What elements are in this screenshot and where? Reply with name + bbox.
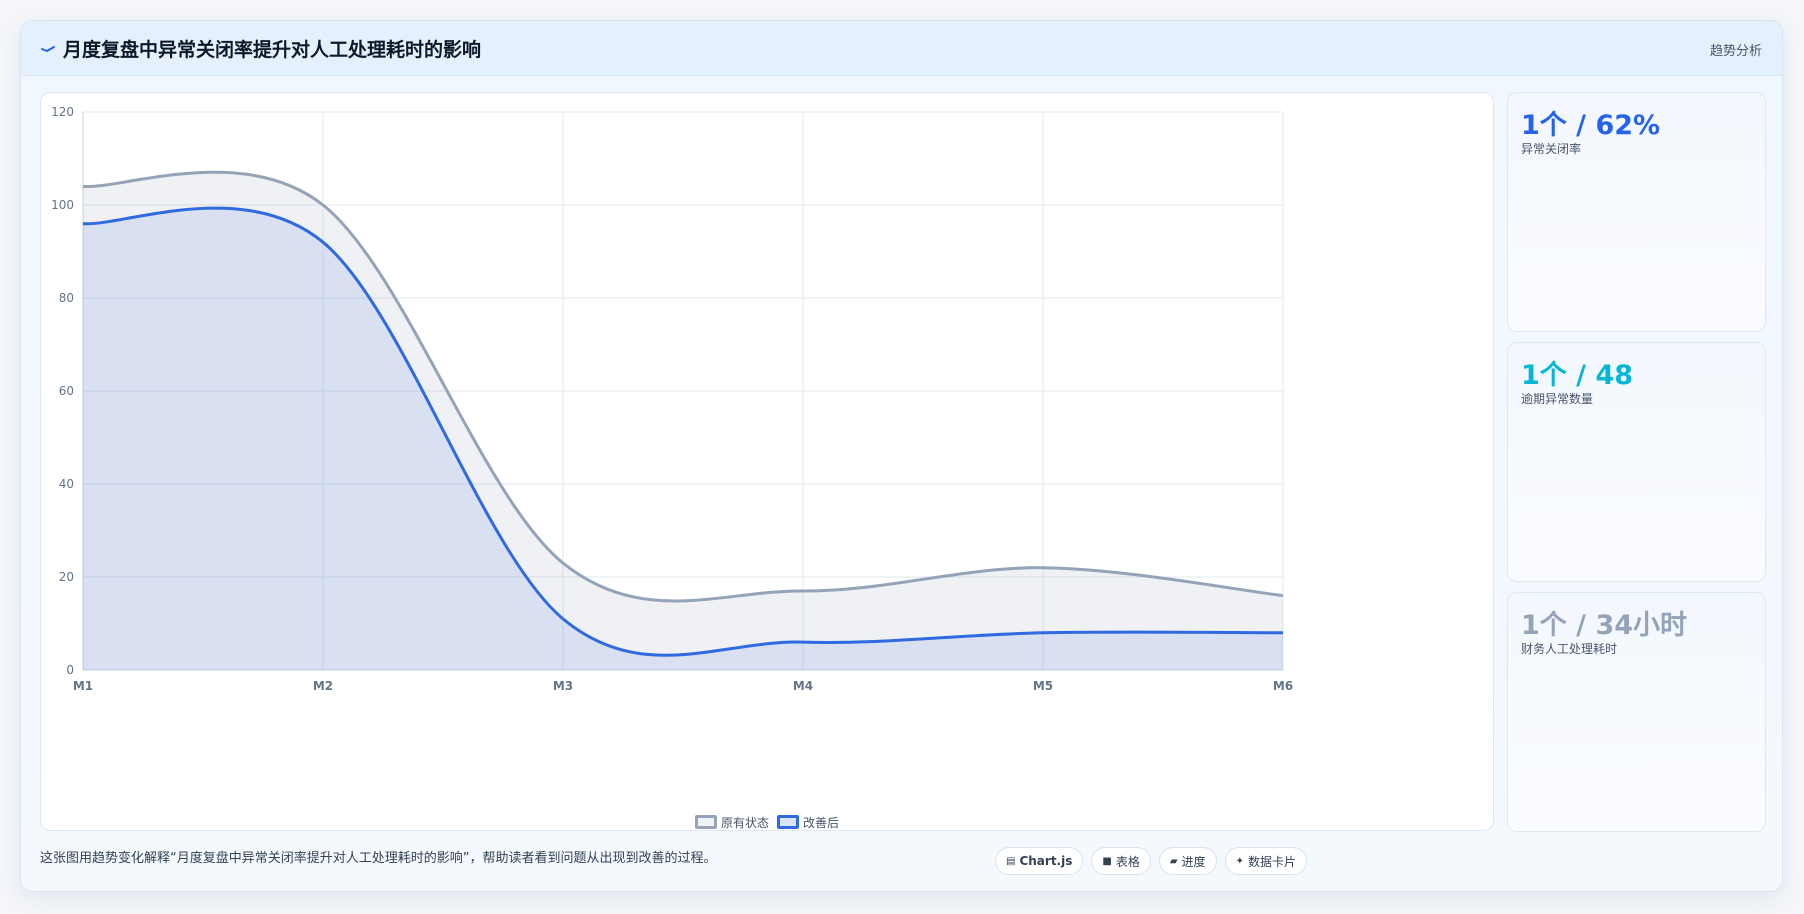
kpi-card-close-rate: 1个 / 62% 异常关闭率 xyxy=(1507,92,1766,332)
panel-title: 月度复盘中异常关闭率提升对人工处理耗时的影响 xyxy=(63,39,482,61)
chart-card: 0 20 40 60 80 100 120 M1 M2 M3 M4 M5 M6 原有状态 改善后 xyxy=(40,92,1494,831)
panel-tag: 趋势分析 xyxy=(1709,44,1762,59)
series-original-line xyxy=(82,170,1284,603)
feature-chips: ▤ Chart.js ■ 表格 ▰ 进度 ✦ 数据卡片 xyxy=(995,847,1307,875)
x-tick-label: M6 xyxy=(1273,679,1293,693)
legend-item-original[interactable]: 原有状态 xyxy=(695,813,769,831)
trend-line-icon xyxy=(41,46,55,53)
chart-caption: 这张图用趋势变化解释“月度复盘中异常关闭率提升对人工处理耗时的影响”，帮助读者看… xyxy=(40,851,717,866)
chart-legend: 原有状态 改善后 xyxy=(41,813,1493,831)
y-tick-label: 20 xyxy=(59,570,74,584)
legend-label-improved: 改善后 xyxy=(803,815,840,830)
table-icon: ■ xyxy=(1102,855,1112,867)
progress-icon: ▰ xyxy=(1169,855,1178,867)
chip-label: 进度 xyxy=(1181,854,1206,869)
kpi-label: 异常关闭率 xyxy=(1521,142,1582,156)
x-tick-label: M5 xyxy=(1033,679,1053,693)
legend-swatch-improved xyxy=(777,815,799,829)
series-improved-area xyxy=(83,208,1283,670)
legend-item-improved[interactable]: 改善后 xyxy=(777,813,839,831)
series-improved-line xyxy=(82,206,1284,657)
chip-data-card[interactable]: ✦ 数据卡片 xyxy=(1224,847,1307,875)
kpi-card-overdue-count: 1个 / 48 逾期异常数量 xyxy=(1507,342,1766,582)
analysis-panel: 月度复盘中异常关闭率提升对人工处理耗时的影响 趋势分析 0 20 40 60 80 100… xyxy=(20,20,1783,892)
series-original-area xyxy=(83,172,1283,670)
y-tick-label: 100 xyxy=(51,198,74,212)
kpi-value: 1个 / 62% xyxy=(1521,110,1661,141)
kpi-card-manual-hours: 1个 / 34小时 财务人工处理耗时 xyxy=(1507,592,1766,832)
chip-chartjs[interactable]: ▤ Chart.js xyxy=(995,847,1084,875)
kpi-value: 1个 / 48 xyxy=(1521,360,1634,391)
x-tick-label: M2 xyxy=(313,679,333,693)
legend-label-original: 原有状态 xyxy=(721,815,770,830)
y-tick-label: 60 xyxy=(59,384,74,398)
chip-label: Chart.js xyxy=(1019,854,1073,868)
y-tick-label: 80 xyxy=(59,291,74,305)
sparkle-icon: ✦ xyxy=(1235,855,1244,867)
kpi-label: 逾期异常数量 xyxy=(1521,392,1594,406)
kpi-value: 1个 / 34小时 xyxy=(1521,610,1688,641)
panel-header: 月度复盘中异常关闭率提升对人工处理耗时的影响 趋势分析 xyxy=(21,21,1782,76)
chip-label: 表格 xyxy=(1115,854,1140,869)
chip-table[interactable]: ■ 表格 xyxy=(1091,847,1151,875)
x-tick-label: M3 xyxy=(553,679,573,693)
x-tick-label: M1 xyxy=(73,679,93,693)
area-chart: 0 20 40 60 80 100 120 M1 M2 M3 M4 M5 M6 xyxy=(51,105,1293,693)
x-tick-label: M4 xyxy=(793,679,813,693)
legend-swatch-original xyxy=(695,815,717,829)
kpi-label: 财务人工处理耗时 xyxy=(1521,642,1618,656)
chip-progress[interactable]: ▰ 进度 xyxy=(1158,847,1217,875)
chart-icon: ▤ xyxy=(1006,855,1016,867)
y-tick-label: 40 xyxy=(59,477,74,491)
y-tick-label: 120 xyxy=(51,105,74,119)
y-tick-label: 0 xyxy=(66,663,74,677)
chip-label: 数据卡片 xyxy=(1247,854,1296,869)
